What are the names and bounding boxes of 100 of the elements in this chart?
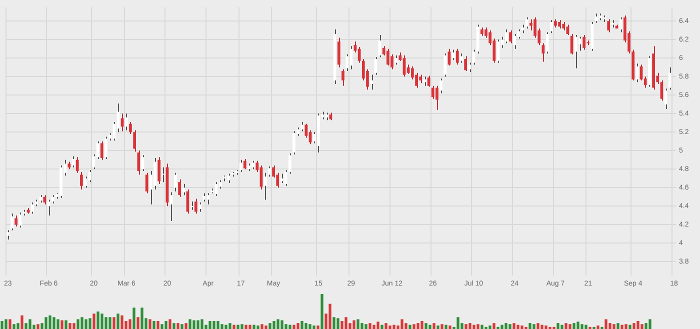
candlestick	[337, 37, 340, 68]
bar	[432, 323, 436, 329]
bar	[468, 323, 472, 329]
bar	[504, 323, 508, 329]
bar	[168, 319, 172, 329]
candlestick	[227, 173, 230, 184]
bar	[232, 324, 236, 329]
bar	[128, 319, 132, 329]
bar	[16, 323, 20, 329]
candlestick	[578, 36, 582, 52]
bar	[212, 320, 216, 329]
bar	[456, 317, 460, 329]
bar	[412, 324, 416, 329]
bar	[272, 320, 276, 329]
bar	[328, 304, 332, 329]
bar	[488, 326, 492, 329]
bar	[80, 317, 84, 329]
bar	[172, 323, 176, 329]
bar	[440, 324, 444, 329]
bar	[12, 324, 16, 329]
bar	[152, 320, 156, 329]
bar	[596, 326, 600, 329]
candlestick	[243, 158, 246, 170]
candlestick	[264, 172, 267, 200]
candlestick	[386, 48, 390, 66]
candlestick	[30, 202, 34, 214]
bar	[36, 324, 40, 329]
bar	[136, 317, 140, 329]
bar	[472, 324, 476, 329]
bar	[100, 314, 104, 329]
bar	[220, 324, 224, 329]
candlestick	[431, 85, 434, 100]
bar	[608, 323, 612, 329]
bar	[280, 320, 284, 329]
bar	[304, 323, 308, 329]
candlestick	[619, 16, 622, 33]
candlestick	[162, 166, 165, 183]
bar	[104, 317, 108, 329]
bar	[376, 322, 380, 329]
candlestick	[468, 62, 472, 72]
candlestick	[342, 68, 344, 86]
bar	[584, 324, 588, 329]
bar	[644, 323, 648, 329]
candlestick	[124, 113, 128, 131]
bar	[604, 319, 608, 329]
bar	[628, 324, 632, 329]
candlestick	[198, 202, 202, 212]
candlestick	[104, 136, 108, 160]
bar	[624, 324, 628, 329]
candlestick	[190, 201, 194, 210]
bar	[44, 317, 48, 329]
candlestick	[174, 172, 177, 192]
candlestick	[456, 48, 459, 66]
bar	[340, 320, 344, 329]
candlestick	[350, 46, 353, 70]
bar	[320, 294, 324, 329]
bar	[632, 323, 636, 329]
candlestick	[394, 54, 398, 66]
bar	[88, 318, 92, 329]
candlestick	[80, 171, 83, 190]
bar	[448, 326, 452, 329]
bar	[444, 324, 448, 329]
bar	[480, 324, 484, 329]
bar	[48, 315, 52, 329]
bar	[140, 308, 144, 329]
bar	[416, 323, 420, 329]
bar	[616, 323, 620, 329]
bar	[532, 324, 536, 329]
candlestick	[374, 56, 378, 76]
bar	[208, 320, 212, 329]
bar	[368, 323, 372, 329]
candlestick	[607, 18, 610, 33]
bar	[148, 319, 152, 329]
candlestick	[504, 28, 508, 44]
bar	[184, 323, 188, 329]
bar	[360, 323, 364, 329]
bar	[156, 320, 160, 329]
bar	[408, 324, 412, 329]
bar	[20, 315, 24, 329]
bar	[260, 324, 264, 329]
candlestick	[460, 52, 463, 64]
bar	[24, 323, 28, 329]
bar	[180, 324, 184, 329]
candlestick	[582, 34, 586, 50]
bar	[556, 323, 560, 329]
bar	[620, 324, 624, 329]
bar	[112, 317, 116, 329]
candlestick	[158, 156, 161, 184]
bar	[160, 324, 164, 329]
bar	[580, 324, 584, 329]
bar	[316, 326, 320, 329]
bar	[8, 319, 12, 329]
bar	[132, 308, 136, 329]
bar	[248, 324, 252, 329]
bar	[52, 317, 56, 329]
bar	[568, 324, 572, 329]
bar	[356, 319, 360, 329]
candlestick	[76, 156, 79, 174]
bar	[92, 314, 96, 329]
candlestick	[574, 34, 578, 69]
